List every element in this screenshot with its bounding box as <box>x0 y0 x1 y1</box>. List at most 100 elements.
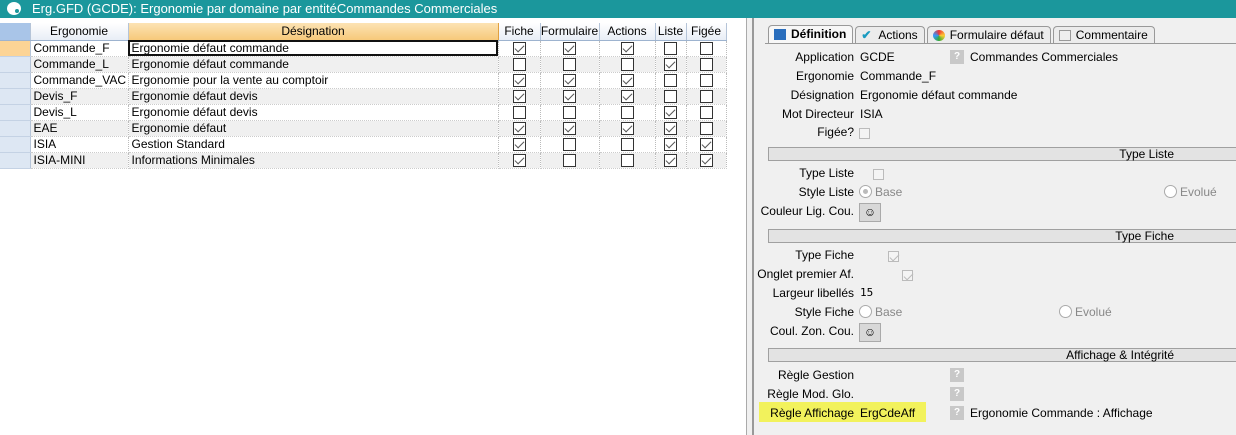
checkbox[interactable] <box>563 122 576 135</box>
checkbox[interactable] <box>563 58 576 71</box>
row-header[interactable] <box>0 88 31 105</box>
checkbox[interactable] <box>620 138 634 151</box>
tab-actions[interactable]: ✔ Actions <box>855 26 925 44</box>
ergonomie-cell[interactable]: ISIA <box>30 136 129 153</box>
checkbox[interactable] <box>664 58 677 71</box>
row-header[interactable] <box>0 104 31 121</box>
checkbox[interactable] <box>620 106 634 119</box>
checkbox[interactable] <box>512 106 526 119</box>
regle-affichage-value[interactable]: ErgCdeAff <box>860 406 916 420</box>
checkbox[interactable] <box>512 90 526 103</box>
column-header[interactable]: Actions <box>599 23 656 41</box>
checkbox[interactable] <box>664 106 677 119</box>
checkbox[interactable] <box>620 122 634 135</box>
checkbox[interactable] <box>699 154 713 167</box>
ergonomie-cell[interactable]: Commande_F <box>30 40 129 57</box>
checkbox[interactable] <box>563 106 576 119</box>
row-header[interactable] <box>0 152 31 169</box>
checkbox[interactable] <box>699 58 713 71</box>
table-row[interactable]: EAE Ergonomie défaut <box>0 120 727 137</box>
table-row[interactable]: Commande_L Ergonomie défaut commande <box>0 56 727 73</box>
largeur-value[interactable]: 15 <box>860 286 874 299</box>
checkbox[interactable] <box>563 90 576 103</box>
ergonomie-cell[interactable]: Devis_F <box>30 88 129 105</box>
help-icon[interactable]: ? <box>950 406 964 420</box>
designation-cell[interactable]: Gestion Standard <box>128 136 499 153</box>
checkbox[interactable] <box>512 138 526 151</box>
ergonomie-cell[interactable]: Commande_L <box>30 56 129 73</box>
row-header[interactable] <box>0 56 31 73</box>
table-row[interactable]: ISIA Gestion Standard <box>0 136 727 153</box>
type-liste-checkbox[interactable] <box>873 169 885 181</box>
designation-cell[interactable]: Ergonomie défaut devis <box>128 104 499 121</box>
tab-definition[interactable]: Définition <box>768 25 854 44</box>
ergonomie-cell[interactable]: EAE <box>30 120 129 137</box>
checkbox[interactable] <box>620 58 634 71</box>
row-header[interactable] <box>0 40 31 57</box>
checkbox[interactable] <box>512 42 526 55</box>
row-header[interactable] <box>0 136 31 153</box>
tab-formulaire-defaut[interactable]: Formulaire défaut <box>926 26 1051 44</box>
designation-cell[interactable]: Ergonomie défaut commande <box>128 40 499 57</box>
checkbox[interactable] <box>563 154 576 167</box>
table-row[interactable]: Commande_F Ergonomie défaut commande <box>0 40 727 57</box>
checkbox[interactable] <box>699 138 713 151</box>
checkbox[interactable] <box>664 138 677 151</box>
checkbox[interactable] <box>664 42 677 55</box>
help-icon[interactable]: ? <box>950 50 964 64</box>
row-header[interactable] <box>0 120 31 137</box>
designation-cell[interactable]: Ergonomie défaut devis <box>128 88 499 105</box>
checkbox[interactable] <box>699 122 713 135</box>
checkbox[interactable] <box>664 90 677 103</box>
select-all-corner[interactable] <box>0 23 31 41</box>
checkbox[interactable] <box>563 74 576 87</box>
ergonomie-cell[interactable]: ISIA-MINI <box>30 152 129 169</box>
checkbox[interactable] <box>699 90 713 103</box>
figee-checkbox[interactable] <box>859 128 870 140</box>
designation-cell[interactable]: Ergonomie défaut commande <box>128 56 499 73</box>
checkbox[interactable] <box>512 74 526 87</box>
column-header[interactable]: Fiche <box>498 23 541 41</box>
column-header[interactable]: Ergonomie <box>30 23 129 41</box>
checkbox[interactable] <box>512 154 526 167</box>
checkbox[interactable] <box>699 42 713 55</box>
column-header[interactable]: Liste <box>655 23 687 41</box>
column-header[interactable]: Formulaire <box>540 23 600 41</box>
help-icon[interactable]: ? <box>950 387 964 401</box>
ergonomie-cell[interactable]: Devis_L <box>30 104 129 121</box>
checkbox[interactable] <box>512 122 526 135</box>
ergonomie-cell[interactable]: Commande_VAC <box>30 72 129 89</box>
style-fiche-base-radio[interactable] <box>859 305 872 318</box>
checkbox[interactable] <box>664 122 677 135</box>
checkbox[interactable] <box>620 74 634 87</box>
checkbox[interactable] <box>620 90 634 103</box>
splitter[interactable] <box>746 18 754 435</box>
table-row[interactable]: Devis_L Ergonomie défaut devis <box>0 104 727 121</box>
designation-cell[interactable]: Ergonomie pour la vente au comptoir <box>128 72 499 89</box>
designation-cell[interactable]: Informations Minimales <box>128 152 499 169</box>
tab-commentaire[interactable]: Commentaire <box>1052 26 1155 44</box>
table-row[interactable]: ISIA-MINI Informations Minimales <box>0 152 727 169</box>
table-row[interactable]: Commande_VAC Ergonomie pour la vente au c… <box>0 72 727 89</box>
type-fiche-checkbox[interactable] <box>887 251 899 263</box>
column-header[interactable]: Désignation <box>128 23 499 41</box>
checkbox[interactable] <box>699 74 713 87</box>
checkbox[interactable] <box>563 42 576 55</box>
checkbox[interactable] <box>512 58 526 71</box>
column-header[interactable]: Figée <box>686 23 727 41</box>
table-row[interactable]: Devis_F Ergonomie défaut devis <box>0 88 727 105</box>
checkbox[interactable] <box>620 154 634 167</box>
onglet-checkbox[interactable] <box>902 270 914 282</box>
checkbox[interactable] <box>620 42 634 55</box>
designation-cell[interactable]: Ergonomie défaut <box>128 120 499 137</box>
checkbox[interactable] <box>699 106 713 119</box>
style-fiche-evolue-radio[interactable] <box>1059 305 1072 318</box>
checkbox[interactable] <box>563 138 576 151</box>
row-header[interactable] <box>0 72 31 89</box>
style-liste-base-radio[interactable] <box>859 185 872 198</box>
color-picker-button[interactable]: ☺ <box>859 323 881 342</box>
color-picker-button[interactable]: ☺ <box>859 203 881 222</box>
help-icon[interactable]: ? <box>950 368 964 382</box>
checkbox[interactable] <box>664 154 677 167</box>
checkbox[interactable] <box>664 74 677 87</box>
